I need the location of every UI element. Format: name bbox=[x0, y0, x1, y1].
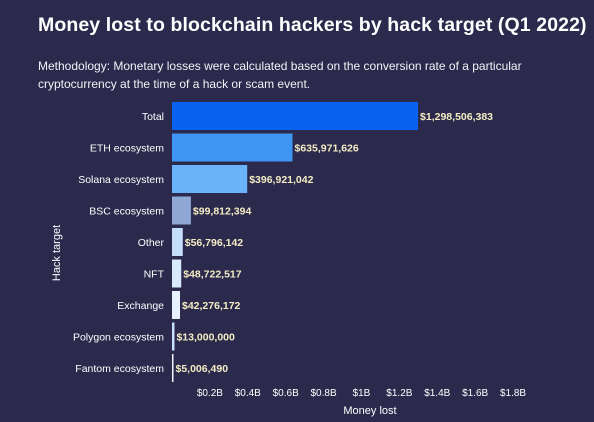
bar-eth-ecosystem bbox=[172, 133, 293, 162]
bar-exchange bbox=[172, 291, 181, 319]
bar-bsc-ecosystem bbox=[172, 196, 191, 225]
category-label: Polygon ecosystem bbox=[73, 332, 164, 344]
x-tick-label: $1.4B bbox=[424, 388, 450, 399]
x-tick-label: $1.2B bbox=[386, 388, 412, 399]
value-label: $42,276,172 bbox=[182, 300, 241, 312]
value-label: $396,921,042 bbox=[249, 174, 313, 186]
x-tick-label: $0.2B bbox=[197, 388, 223, 399]
x-tick-label: $1B bbox=[353, 388, 371, 399]
x-tick-label: $0.4B bbox=[235, 388, 261, 399]
bar-nft bbox=[172, 259, 182, 288]
bar-fantom-ecosystem bbox=[172, 354, 174, 382]
category-labels-group: Total ETH ecosystem Solana ecosystem BSC ec… bbox=[73, 111, 165, 375]
bar-polygon-ecosystem bbox=[172, 322, 175, 351]
x-tick-label: $1.8B bbox=[500, 388, 526, 399]
value-label: $48,722,517 bbox=[183, 269, 242, 281]
x-tick-label: $1.6B bbox=[462, 388, 488, 399]
value-label: $635,971,626 bbox=[294, 143, 358, 155]
category-label: NFT bbox=[144, 269, 165, 281]
bars-group bbox=[172, 102, 419, 382]
value-label: $1,298,506,383 bbox=[420, 111, 493, 123]
value-label: $99,812,394 bbox=[193, 206, 252, 218]
bar-total bbox=[172, 102, 419, 130]
value-label: $56,796,142 bbox=[185, 237, 244, 249]
category-label: Fantom ecosystem bbox=[75, 363, 164, 375]
chart-title: Money lost to blockchain hackers by hack… bbox=[38, 14, 587, 36]
category-label: Total bbox=[142, 111, 164, 123]
chart-subtitle: Methodology: Monetary losses were calcul… bbox=[38, 59, 522, 91]
bar-solana-ecosystem bbox=[172, 165, 248, 193]
bar-other bbox=[172, 228, 183, 256]
category-label: ETH ecosystem bbox=[90, 143, 164, 155]
x-tick-label: $0.8B bbox=[311, 388, 337, 399]
category-label: Other bbox=[138, 237, 165, 249]
x-tick-labels-group: $0.2B $0.4B $0.6B $0.8B $1B $1.2B $1.4B $1.6B $1… bbox=[197, 388, 527, 399]
x-tick-label: $0.6B bbox=[273, 388, 299, 399]
x-axis-title: Money lost bbox=[343, 405, 396, 417]
category-label: Exchange bbox=[117, 300, 164, 312]
value-labels-group: $1,298,506,383 $635,971,626 $396,921,042 $9… bbox=[176, 111, 494, 375]
value-label: $13,000,000 bbox=[176, 332, 235, 344]
value-label: $5,006,490 bbox=[176, 363, 229, 375]
category-label: Solana ecosystem bbox=[78, 174, 164, 186]
category-label: BSC ecosystem bbox=[89, 206, 164, 218]
y-axis-title: Hack target bbox=[51, 225, 63, 281]
